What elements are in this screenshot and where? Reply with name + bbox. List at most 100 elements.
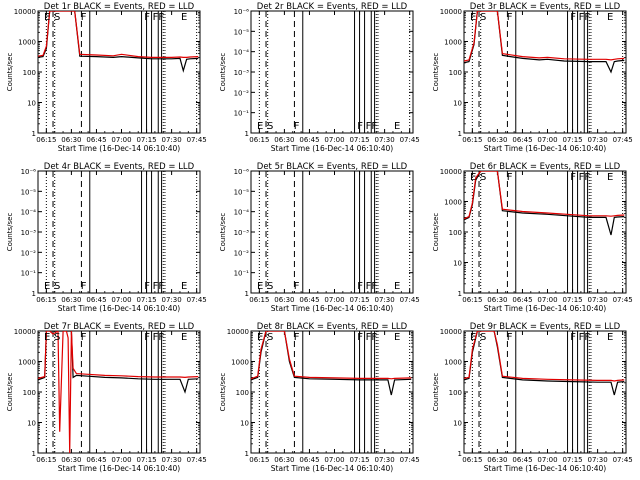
y-axis-title: Counts/sec (219, 53, 227, 92)
x-tick-label: 06:30 (274, 456, 294, 464)
y-axis-title: Counts/sec (6, 213, 14, 252)
x-tick-label: 06:45 (512, 456, 532, 464)
panel-3: Det 3r BLACK = Events, RED = LLD 1 10 100 10… (432, 2, 633, 153)
y-tick-label: 100 (23, 69, 36, 77)
series-lld (464, 171, 625, 220)
y-tick-label: 10⁻¹ (234, 110, 250, 118)
event-letter: S (267, 121, 273, 132)
panel-5: Det 5r BLACK = Events, RED = LLD 1 10⁻¹ 10⁻… (219, 162, 420, 313)
event-letter: FF (579, 332, 591, 343)
y-tick-label: 10000 (227, 328, 249, 336)
panel-6: Det 6r BLACK = Events, RED = LLD 1 10 100 10… (432, 162, 633, 313)
series-lld (251, 331, 412, 380)
x-tick-label: 06:30 (487, 136, 507, 144)
event-letter: F (357, 121, 363, 132)
event-letter: S (54, 281, 60, 292)
y-tick-label: 10⁻³ (234, 69, 250, 77)
panel-title: Det 3r BLACK = Events, RED = LLD (470, 2, 621, 12)
y-tick-label: 10⁻⁵ (234, 28, 250, 36)
event-letter: F (294, 121, 300, 132)
x-tick-label: 07:30 (162, 136, 182, 144)
event-letter: F (507, 172, 513, 183)
x-tick-label: 07:00 (324, 296, 344, 304)
event-letter: F (81, 12, 87, 23)
series-lld (464, 331, 625, 382)
x-tick-label: 06:30 (61, 296, 81, 304)
event-letter: FF (579, 172, 591, 183)
y-tick-label: 1 (32, 290, 36, 298)
x-tick-label: 06:15 (36, 456, 56, 464)
y-tick-label: 10⁻⁴ (21, 209, 37, 217)
x-tick-label: 07:30 (588, 456, 608, 464)
event-letter: S (54, 332, 60, 343)
y-axis-title: Counts/sec (219, 373, 227, 412)
event-letter: F (81, 281, 87, 292)
y-tick-label: 10⁻¹ (21, 270, 37, 278)
event-letter: S (480, 332, 486, 343)
y-tick-label: 1 (458, 130, 462, 138)
x-tick-label: 07:15 (562, 296, 582, 304)
y-tick-label: 1000 (18, 39, 36, 47)
series-lld (464, 11, 625, 62)
y-axis-title: Counts/sec (219, 213, 227, 252)
series-events (464, 11, 625, 74)
y-tick-label: 10 (27, 100, 36, 108)
x-tick-label: 06:45 (299, 456, 319, 464)
y-tick-label: 10⁻³ (234, 229, 250, 237)
x-tick-label: 07:45 (613, 296, 633, 304)
event-letter: S (267, 281, 273, 292)
event-letter: F (570, 332, 576, 343)
y-tick-label: 100 (23, 389, 36, 397)
event-letter: E (470, 12, 476, 23)
plot-frame (250, 10, 414, 134)
event-letter: F (81, 332, 87, 343)
event-letter: FF (366, 121, 378, 132)
event-letter: E (394, 281, 400, 292)
panel-title: Det 6r BLACK = Events, RED = LLD (470, 162, 621, 172)
event-letter: E (394, 121, 400, 132)
x-tick-label: 07:00 (111, 136, 131, 144)
y-tick-label: 1000 (231, 359, 249, 367)
panel-title: Det 4r BLACK = Events, RED = LLD (44, 162, 195, 172)
y-axis-title: Counts/sec (6, 373, 14, 412)
y-tick-label: 1 (245, 450, 249, 458)
x-tick-label: 06:30 (487, 296, 507, 304)
x-tick-label: 07:15 (136, 296, 156, 304)
event-letter: FF (579, 12, 591, 23)
x-tick-label: 06:15 (36, 136, 56, 144)
event-letter: F (357, 281, 363, 292)
x-axis-title: Start Time (16-Dec-14 06:10:40) (484, 464, 606, 473)
x-tick-label: 07:45 (400, 136, 420, 144)
x-tick-label: 06:45 (86, 296, 106, 304)
x-tick-label: 07:15 (349, 456, 369, 464)
x-tick-label: 07:15 (136, 136, 156, 144)
x-tick-label: 06:15 (249, 136, 269, 144)
x-axis-title: Start Time (16-Dec-14 06:10:40) (271, 464, 393, 473)
x-tick-label: 07:45 (613, 456, 633, 464)
panel-title: Det 5r BLACK = Events, RED = LLD (257, 162, 408, 172)
x-tick-label: 06:45 (299, 296, 319, 304)
panel-title: Det 8r BLACK = Events, RED = LLD (257, 322, 408, 332)
y-tick-label: 1 (245, 290, 249, 298)
x-axis-title: Start Time (16-Dec-14 06:10:40) (484, 304, 606, 313)
event-letter: S (480, 172, 486, 183)
x-tick-label: 07:45 (187, 456, 207, 464)
x-tick-label: 07:45 (400, 296, 420, 304)
y-axis-title: Counts/sec (432, 53, 440, 92)
y-tick-label: 100 (449, 389, 462, 397)
x-tick-label: 07:15 (562, 456, 582, 464)
panel-7: Det 7r BLACK = Events, RED = LLD 1 10 100 10… (6, 322, 207, 473)
event-letter: S (54, 12, 60, 23)
x-tick-label: 07:00 (537, 456, 557, 464)
plot-frame (37, 10, 201, 134)
y-tick-label: 10⁻⁴ (234, 49, 250, 57)
panel-title: Det 1r BLACK = Events, RED = LLD (44, 2, 195, 12)
x-axis-title: Start Time (16-Dec-14 06:10:40) (58, 304, 180, 313)
event-letter: FF (366, 332, 378, 343)
x-tick-label: 06:15 (36, 296, 56, 304)
x-axis-title: Start Time (16-Dec-14 06:10:40) (58, 144, 180, 153)
event-letter: E (257, 121, 263, 132)
x-tick-label: 06:30 (487, 456, 507, 464)
y-tick-label: 1 (458, 290, 462, 298)
y-tick-label: 10000 (440, 328, 462, 336)
